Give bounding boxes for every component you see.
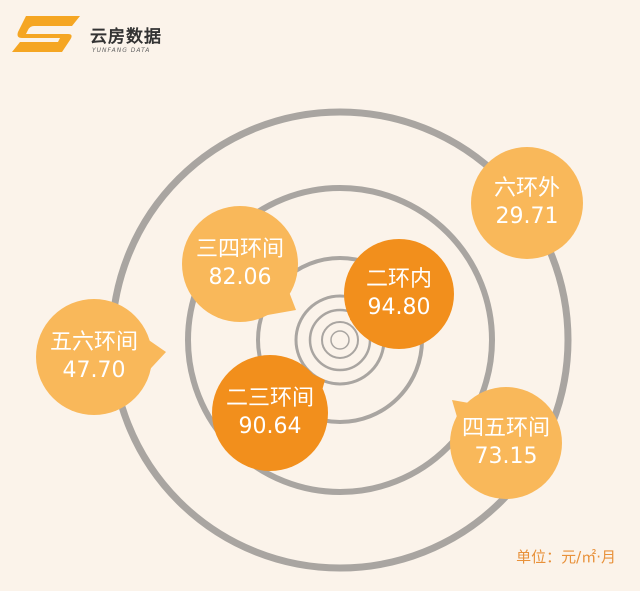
value-label: 47.70 [62,358,126,383]
ring-6 [330,330,350,350]
brand-logo: 云房数据 YUNFANG DATA [8,10,188,60]
ring-5 [321,321,359,359]
bubble-label-5: 六环外 29.71 [494,175,560,231]
brand-name-en: YUNFANG DATA [92,47,151,54]
unit-label: 单位：元/㎡·月 [516,548,616,566]
category-label: 六环外 [493,176,561,201]
yunfang-logo-icon [12,16,80,52]
bubble-3 [450,387,562,499]
value-label: 82.06 [208,265,272,290]
bubble-label-3: 四五环间 73.15 [462,415,550,471]
value-label: 29.71 [495,204,559,229]
bubble-2 [182,206,298,322]
value-label: 90.64 [238,414,302,439]
category-label: 三四环间 [195,237,285,262]
bubble-1 [212,355,328,471]
brand-name: 云房数据 [90,27,162,47]
bubble-label-2: 三四环间 82.06 [196,236,284,292]
value-label: 94.80 [367,295,431,320]
bubble-0 [344,239,454,349]
ring-1 [185,185,495,495]
category-label: 二环内 [365,267,433,292]
bubble-label-4: 五六环间 47.70 [50,329,138,385]
category-label: 二三环间 [225,386,315,411]
category-label: 四五环间 [461,416,551,441]
bubble-5 [471,147,583,259]
category-label: 五六环间 [49,330,139,355]
bubble-label-1: 二三环间 90.64 [226,385,314,441]
value-label: 73.15 [474,444,538,469]
bubble-4 [36,299,152,415]
bubble-label-0: 二环内 94.80 [366,266,432,322]
